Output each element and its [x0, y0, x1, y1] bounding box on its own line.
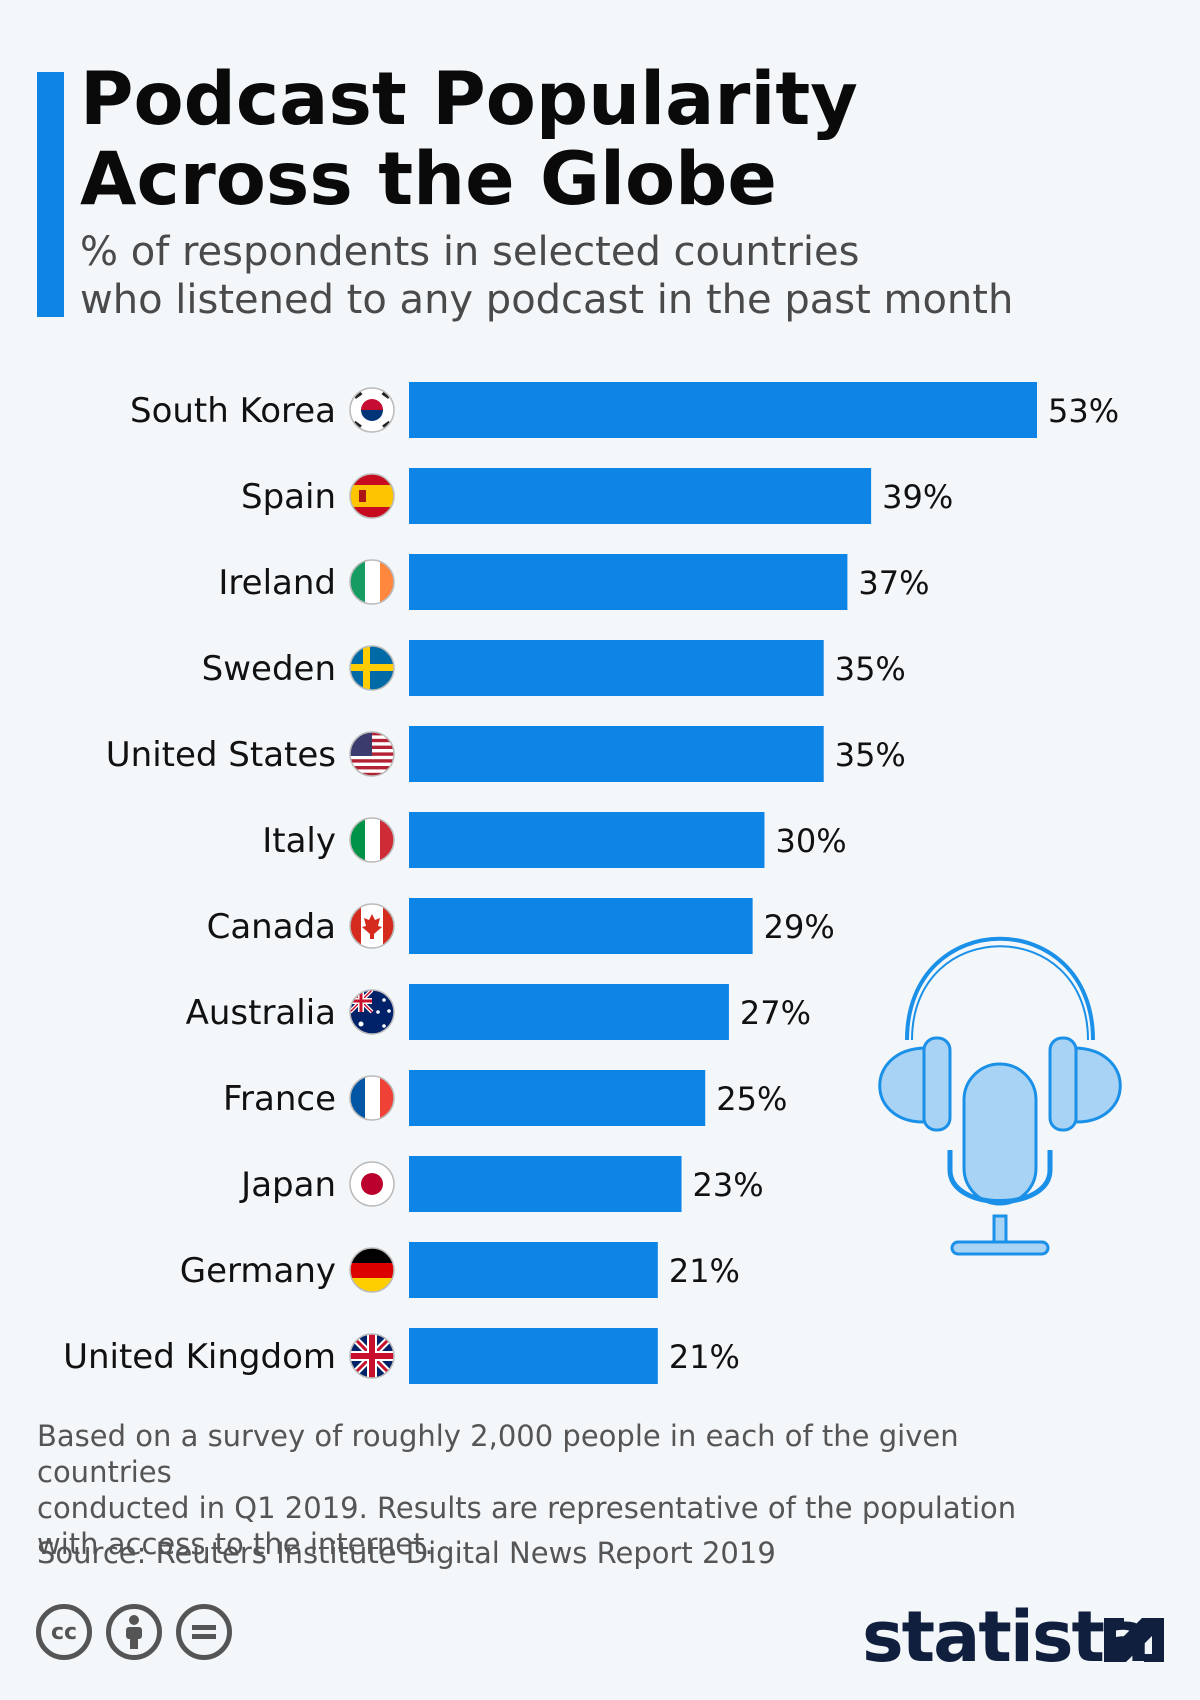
united-kingdom-flag-icon: [350, 1334, 394, 1378]
category-label-united-states: United States: [106, 735, 336, 775]
license-icons: cc: [36, 1604, 232, 1660]
category-label-italy: Italy: [262, 821, 336, 861]
value-label-germany: 21%: [669, 1252, 740, 1290]
no-derivatives-icon[interactable]: [176, 1604, 232, 1660]
headphones-microphone-icon: [878, 936, 1122, 1256]
value-label-united-states: 35%: [835, 736, 906, 774]
value-label-south-korea: 53%: [1048, 392, 1119, 430]
bars-layer: South Korea 53% Spain 39% Ireland 37% Sweden 35…: [63, 382, 1119, 1384]
footnote-line-2: conducted in Q1 2019. Results are repres…: [37, 1491, 1017, 1525]
value-label-sweden: 35%: [835, 650, 906, 688]
bar-spain: [409, 468, 872, 524]
value-label-australia: 27%: [740, 994, 811, 1032]
bar-japan: [409, 1156, 682, 1212]
subtitle-line-2: who listened to any podcast in the past …: [80, 277, 1014, 323]
japan-flag-icon: [350, 1162, 394, 1206]
footnote: Based on a survey of roughly 2,000 peopl…: [37, 1418, 1087, 1562]
category-label-spain: Spain: [241, 477, 336, 517]
bar-south-korea: [409, 382, 1037, 438]
united-states-flag-icon: [350, 732, 394, 776]
category-label-sweden: Sweden: [202, 649, 336, 689]
bar-united-states: [409, 726, 824, 782]
france-flag-icon: [350, 1076, 394, 1120]
value-label-italy: 30%: [775, 822, 846, 860]
subtitle: % of respondents in selected countries w…: [80, 228, 1130, 324]
title-line-2: Across the Globe: [80, 137, 777, 222]
category-label-canada: Canada: [207, 907, 336, 947]
bar-germany: [409, 1242, 658, 1298]
bar-canada: [409, 898, 753, 954]
spain-flag-icon: [350, 474, 394, 518]
title-accent-bar: [37, 72, 64, 317]
bar-united-kingdom: [409, 1328, 658, 1384]
cc-icon[interactable]: cc: [36, 1604, 92, 1660]
category-label-germany: Germany: [180, 1251, 336, 1291]
category-label-australia: Australia: [186, 993, 336, 1033]
flags: [349, 387, 395, 1379]
subtitle-line-1: % of respondents in selected countries: [80, 229, 860, 275]
south-korea-flag-icon: [350, 388, 394, 432]
bar-italy: [409, 812, 765, 868]
value-label-france: 25%: [716, 1080, 787, 1118]
value-label-united-kingdom: 21%: [669, 1338, 740, 1376]
category-label-south-korea: South Korea: [130, 391, 336, 431]
attribution-icon[interactable]: [106, 1604, 162, 1660]
footnote-line-3: with access to the internet.: [37, 1527, 434, 1561]
australia-flag-icon: [350, 990, 394, 1034]
value-label-spain: 39%: [882, 478, 953, 516]
statista-logo-icon[interactable]: [1104, 1610, 1164, 1670]
value-label-canada: 29%: [764, 908, 835, 946]
statista-logo-text[interactable]: statista: [862, 1596, 1150, 1678]
value-label-ireland: 37%: [858, 564, 929, 602]
footnote-line-1: Based on a survey of roughly 2,000 peopl…: [37, 1419, 959, 1489]
category-label-ireland: Ireland: [218, 563, 336, 603]
bar-france: [409, 1070, 706, 1126]
title-line-1: Podcast Popularity: [80, 57, 858, 142]
value-label-japan: 23%: [693, 1166, 764, 1204]
page-title: Podcast Popularity Across the Globe: [80, 60, 1080, 220]
category-label-united-kingdom: United Kingdom: [63, 1337, 336, 1377]
bar-australia: [409, 984, 729, 1040]
bar-ireland: [409, 554, 848, 610]
sweden-flag-icon: [350, 646, 394, 690]
canada-flag-icon: [350, 904, 394, 948]
category-label-france: France: [223, 1079, 336, 1119]
category-label-japan: Japan: [239, 1165, 336, 1205]
bar-sweden: [409, 640, 824, 696]
source-line: Source: Reuters Institute Digital News R…: [37, 1536, 776, 1570]
bar-chart: South Korea 53% Spain 39% Ireland 37% Sweden 35…: [63, 382, 1122, 1384]
